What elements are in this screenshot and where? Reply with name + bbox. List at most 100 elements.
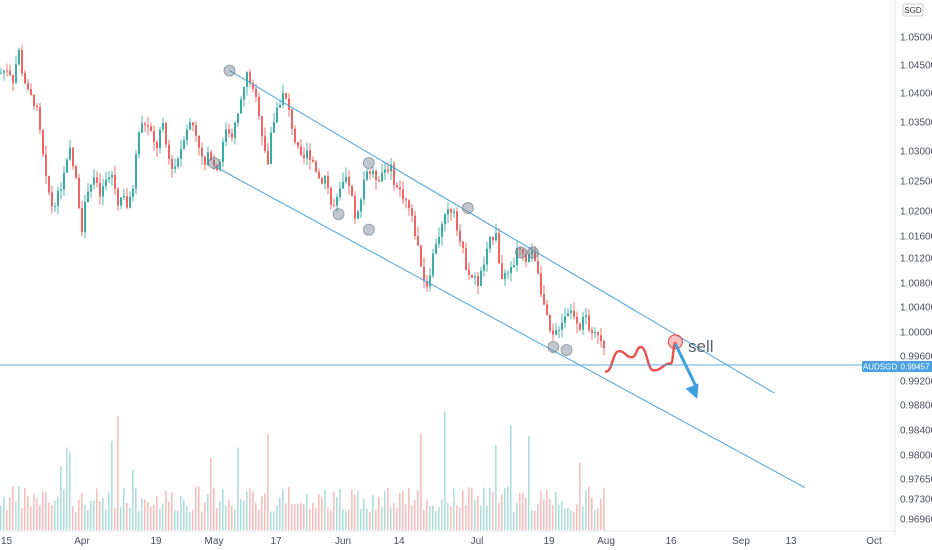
candle-body	[243, 86, 245, 100]
volume-bar	[48, 502, 50, 530]
volume-bar	[162, 503, 164, 530]
candle-body	[513, 265, 515, 267]
volume-bar	[564, 508, 566, 530]
volume-bar	[441, 499, 443, 530]
volume-bar	[15, 501, 17, 530]
volume-bar	[477, 496, 479, 530]
volume-bar	[360, 508, 362, 530]
candle-body	[192, 122, 194, 126]
volume-bar	[6, 510, 8, 530]
volume-bar	[213, 487, 215, 530]
candle-body	[423, 266, 425, 282]
candle-body	[576, 316, 578, 324]
volume-bar	[276, 505, 278, 530]
time-tick-label: 14	[393, 536, 405, 547]
candle-body	[486, 248, 488, 265]
volume-bar	[207, 494, 209, 530]
last-price-badge: AUDSGD 0.99457	[862, 361, 932, 372]
candle-body	[411, 208, 413, 216]
candle-body	[246, 72, 248, 87]
volume-bar	[561, 501, 563, 530]
candle-body	[537, 260, 539, 274]
candle-body	[186, 129, 188, 141]
candle-body	[591, 330, 593, 334]
touch-point	[547, 341, 560, 353]
time-tick-label: 19	[150, 536, 162, 547]
candle-body	[291, 109, 293, 129]
volume-bar	[483, 487, 485, 530]
candle-body	[108, 177, 110, 180]
volume-bar	[210, 458, 212, 530]
candle-body	[471, 274, 473, 278]
price-scale[interactable]: 1.05000 1.04500 1.04000 1.03500 1.03000 1.025…	[894, 0, 932, 536]
volume-bar	[84, 505, 86, 530]
volume-bar	[129, 507, 131, 530]
candle-body	[393, 164, 395, 186]
candle-body	[30, 89, 32, 95]
candle-body	[120, 197, 122, 206]
candle-body	[534, 251, 536, 261]
volume-bar	[249, 488, 251, 530]
price-tick-label: 1.02500	[900, 177, 932, 188]
volume-bar	[474, 500, 476, 530]
candle-body	[111, 174, 113, 178]
volume-bar	[174, 509, 176, 530]
candle-body	[402, 189, 404, 199]
candle-body	[114, 174, 116, 189]
price-tick-label: 0.96960	[900, 515, 932, 526]
volume-bar	[171, 492, 173, 530]
volume-bar	[405, 504, 407, 530]
candle-body	[354, 195, 356, 219]
candle-body	[132, 188, 134, 197]
candle-body	[78, 177, 80, 208]
volume-bar	[582, 506, 584, 530]
candle-body	[348, 176, 350, 186]
candle-body	[0, 72, 2, 74]
volume-bar	[21, 508, 23, 530]
candle-body	[345, 176, 347, 182]
time-tick-label: 16	[665, 536, 677, 547]
price-tick-label: 1.03500	[900, 118, 932, 129]
candle-body	[138, 132, 140, 155]
volume-bar	[93, 501, 95, 530]
volume-bar	[531, 510, 533, 530]
candle-body	[81, 207, 83, 233]
volume-bar	[192, 509, 194, 530]
candle-body	[324, 175, 326, 184]
volume-bar	[285, 503, 287, 530]
volume-bar	[486, 505, 488, 530]
volume-bar	[138, 511, 140, 530]
candle-body	[21, 49, 23, 74]
candle-body	[141, 123, 143, 133]
candle-body	[210, 152, 212, 160]
candle-body	[36, 105, 38, 108]
volume-bar	[351, 490, 353, 530]
time-scale[interactable]: 15 Apr 19 May 17 Jun 14 Jul 19 Aug 16 Sep 13 Oct	[0, 530, 895, 547]
volume-bar	[78, 499, 80, 530]
candle-body	[174, 166, 176, 169]
touch-point	[515, 246, 527, 259]
candle-body	[582, 317, 584, 330]
candle-body	[405, 198, 407, 201]
volume-bar	[0, 505, 2, 530]
candle-body	[456, 211, 458, 231]
volume-bar	[417, 490, 419, 530]
candle-body	[66, 159, 68, 173]
candle-body	[420, 245, 422, 267]
candle-body	[42, 130, 44, 155]
candle-body	[39, 107, 41, 131]
candle-body	[255, 88, 257, 97]
volume-bar	[30, 506, 32, 530]
candle-body	[123, 195, 125, 198]
candle-body	[450, 209, 452, 213]
candle-body	[327, 175, 329, 189]
volume-bar	[282, 489, 284, 530]
volume-bar	[411, 505, 413, 530]
volume-bar	[150, 506, 152, 530]
candle-body	[504, 272, 506, 280]
volume-bar	[183, 499, 185, 530]
volume-bar	[546, 489, 548, 530]
time-tick-label: May	[205, 536, 224, 547]
candle-body	[24, 73, 26, 84]
